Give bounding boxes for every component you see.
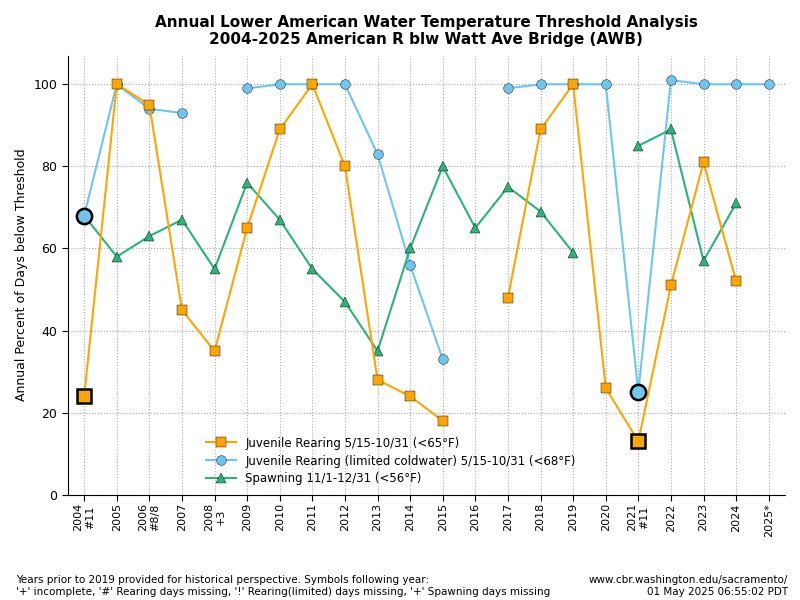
Juvenile Rearing 5/15-10/31 (<65°F) (242, 224, 252, 232)
Spawning 11/1-12/31 (<56°F) (145, 233, 154, 240)
Spawning 11/1-12/31 (<56°F) (307, 265, 317, 272)
Juvenile Rearing (limited coldwater) 5/15-10/31 (<68°F) (177, 109, 186, 116)
Juvenile Rearing 5/15-10/31 (<65°F) (438, 417, 447, 424)
Juvenile Rearing 5/15-10/31 (<65°F) (373, 376, 382, 383)
Spawning 11/1-12/31 (<56°F) (340, 298, 350, 305)
Juvenile Rearing 5/15-10/31 (<65°F) (145, 101, 154, 109)
Juvenile Rearing 5/15-10/31 (<65°F) (177, 307, 186, 314)
Legend: Juvenile Rearing 5/15-10/31 (<65°F), Juvenile Rearing (limited coldwater) 5/15-1: Juvenile Rearing 5/15-10/31 (<65°F), Juv… (203, 433, 579, 489)
Line: Juvenile Rearing 5/15-10/31 (<65°F): Juvenile Rearing 5/15-10/31 (<65°F) (79, 79, 447, 426)
Spawning 11/1-12/31 (<56°F) (210, 265, 219, 272)
Juvenile Rearing (limited coldwater) 5/15-10/31 (<68°F) (112, 80, 122, 88)
Spawning 11/1-12/31 (<56°F) (503, 183, 513, 190)
Spawning 11/1-12/31 (<56°F) (536, 208, 546, 215)
Juvenile Rearing 5/15-10/31 (<65°F) (340, 163, 350, 170)
Juvenile Rearing 5/15-10/31 (<65°F) (275, 126, 285, 133)
Juvenile Rearing 5/15-10/31 (<65°F) (79, 392, 89, 400)
Spawning 11/1-12/31 (<56°F) (438, 163, 447, 170)
Spawning 11/1-12/31 (<56°F) (79, 212, 89, 219)
Text: www.cbr.washington.edu/sacramento/
01 May 2025 06:55:02 PDT: www.cbr.washington.edu/sacramento/ 01 Ma… (589, 575, 788, 597)
Spawning 11/1-12/31 (<56°F) (177, 216, 186, 223)
Juvenile Rearing (limited coldwater) 5/15-10/31 (<68°F) (145, 105, 154, 112)
Spawning 11/1-12/31 (<56°F) (242, 179, 252, 187)
Spawning 11/1-12/31 (<56°F) (470, 224, 480, 232)
Text: Years prior to 2019 provided for historical perspective. Symbols following year:: Years prior to 2019 provided for histori… (16, 575, 550, 597)
Spawning 11/1-12/31 (<56°F) (406, 245, 415, 252)
Juvenile Rearing (limited coldwater) 5/15-10/31 (<68°F) (79, 212, 89, 219)
Juvenile Rearing 5/15-10/31 (<65°F) (210, 347, 219, 355)
Y-axis label: Annual Percent of Days below Threshold: Annual Percent of Days below Threshold (15, 149, 28, 401)
Title: Annual Lower American Water Temperature Threshold Analysis
2004-2025 American R : Annual Lower American Water Temperature … (155, 15, 698, 47)
Line: Spawning 11/1-12/31 (<56°F): Spawning 11/1-12/31 (<56°F) (79, 161, 578, 356)
Spawning 11/1-12/31 (<56°F) (112, 253, 122, 260)
Juvenile Rearing 5/15-10/31 (<65°F) (112, 80, 122, 88)
Juvenile Rearing 5/15-10/31 (<65°F) (406, 392, 415, 400)
Line: Juvenile Rearing (limited coldwater) 5/15-10/31 (<68°F): Juvenile Rearing (limited coldwater) 5/1… (79, 79, 187, 220)
Juvenile Rearing 5/15-10/31 (<65°F) (307, 80, 317, 88)
Spawning 11/1-12/31 (<56°F) (568, 249, 578, 256)
Spawning 11/1-12/31 (<56°F) (275, 216, 285, 223)
Spawning 11/1-12/31 (<56°F) (373, 347, 382, 355)
